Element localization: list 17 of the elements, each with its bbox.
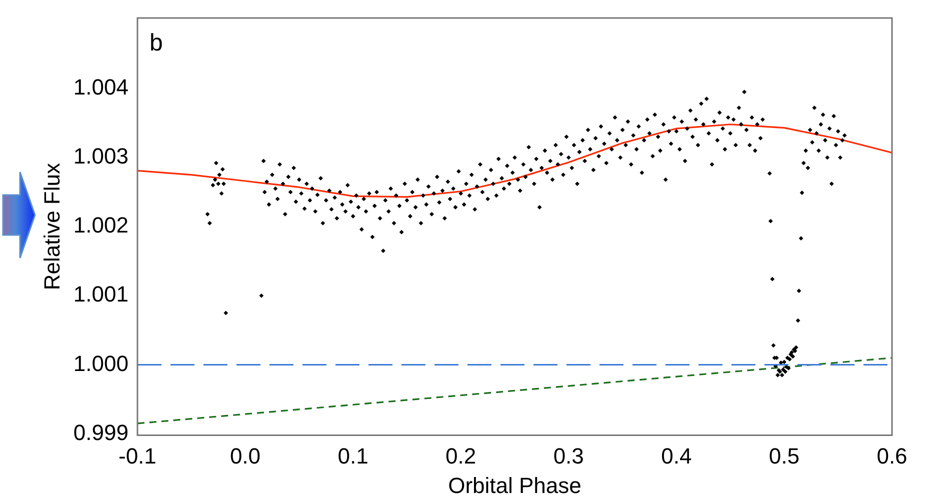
- y-tick-label: 0.999: [73, 420, 128, 445]
- y-tick-label: 1.001: [73, 282, 128, 307]
- x-axis-title: Orbital Phase: [448, 472, 582, 498]
- y-tick-label: 1.003: [73, 144, 128, 169]
- annotation: b: [149, 30, 163, 57]
- x-tick-label: 0.6: [876, 443, 908, 468]
- x-tick-label: 0.3: [553, 443, 584, 468]
- x-tick-label: 0.1: [338, 443, 368, 468]
- x-tick-label: -0.1: [118, 443, 156, 468]
- y-tick-label: 1.004: [73, 74, 128, 100]
- x-tick-label: 0.0: [230, 443, 261, 468]
- y-tick-label: 1.000: [73, 350, 128, 376]
- y-tick-label: 1.002: [73, 212, 128, 238]
- y-axis-title: Relative Flux: [39, 163, 64, 290]
- x-tick-label: 0.5: [768, 443, 800, 468]
- x-tick-label: 0.4: [661, 443, 692, 468]
- x-tick-label: 0.2: [446, 443, 476, 468]
